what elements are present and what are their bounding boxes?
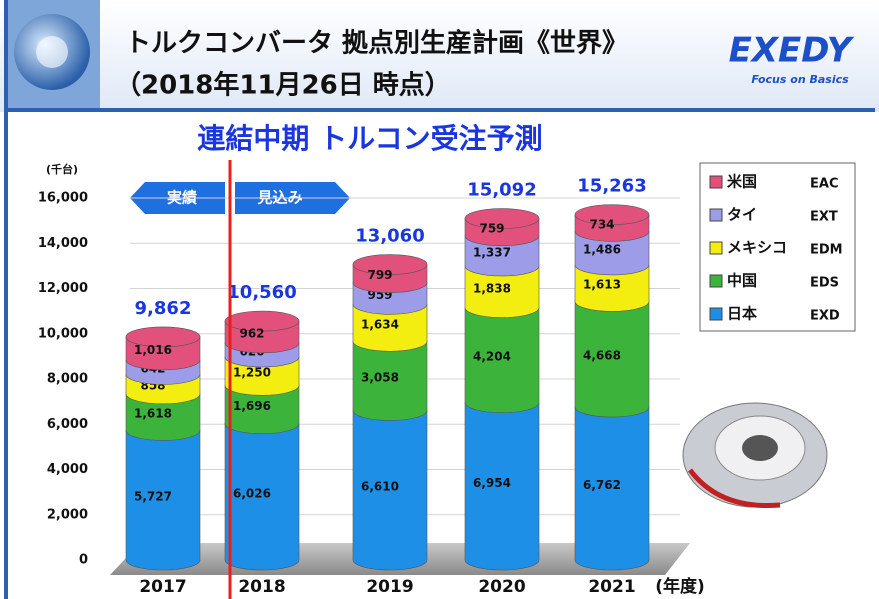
y-tick-label: 16,000: [38, 191, 88, 206]
cylinder-top: [464, 208, 540, 229]
page-subtitle: （2018年11月26日 時点）: [115, 70, 451, 101]
total-label: 10,560: [227, 282, 296, 303]
value-label: 3,058: [361, 370, 399, 384]
y-tick-label: 4,000: [47, 462, 88, 477]
legend-label: 中国: [727, 272, 757, 290]
bar-segment: [352, 303, 428, 352]
x-tick-label: 2018: [238, 577, 285, 597]
x-tick-label: 2017: [139, 577, 186, 597]
legend: 日本 EXD 中国 EDS メキシコ EDM タイ EXT 米国 EAC: [709, 173, 843, 324]
value-label: 1,613: [583, 278, 621, 292]
logo: EXEDY: [729, 31, 855, 71]
y-tick-label: 14,000: [38, 236, 88, 251]
slogan: Focus on Basics: [751, 73, 849, 86]
bar-segment: [125, 430, 201, 571]
legend-swatch: [709, 307, 723, 321]
plot: 0 2,000 4,000 6,000 8,000 10,000 12,000 14,000 1…: [38, 176, 690, 597]
value-label: 6,026: [233, 486, 271, 500]
value-label: 1,838: [473, 281, 511, 295]
x-unit: (年度): [655, 576, 705, 597]
header-band: [0, 0, 879, 112]
value-label: 1,634: [361, 317, 399, 331]
bar-segment: [464, 307, 540, 413]
y-tick-label: 0: [79, 553, 88, 568]
legend-swatch: [709, 175, 723, 189]
legend-code: EXD: [810, 309, 840, 324]
bar-segment: [574, 264, 650, 312]
legend-label: 日本: [727, 305, 757, 323]
value-label: 759: [479, 222, 504, 236]
value-label: 6,610: [361, 480, 399, 494]
left-rule: [4, 0, 8, 599]
bar-segment: [574, 301, 650, 418]
cylinder-top: [352, 254, 428, 275]
value-label: 5,727: [134, 490, 172, 504]
x-tick-label: 2020: [478, 577, 525, 597]
value-label: 1,016: [134, 343, 172, 357]
bar-segment: [464, 235, 540, 277]
legend-code: EDS: [810, 276, 839, 291]
product-image: [682, 402, 828, 509]
y-unit: (千台): [46, 162, 78, 176]
bar-segment: [574, 406, 650, 571]
x-tick-label: 2019: [366, 577, 413, 597]
cylinder-top: [224, 310, 300, 332]
value-label: 1,337: [473, 245, 511, 259]
chart-title: 連結中期 トルコン受注予測: [197, 122, 542, 155]
value-label: 1,618: [134, 407, 172, 421]
value-label: 734: [589, 217, 614, 231]
total-label: 15,263: [577, 176, 646, 197]
total-label: 9,862: [135, 298, 192, 319]
x-tick-label: 2021: [588, 577, 635, 597]
legend-label: タイ: [727, 206, 757, 224]
bar-segment: [464, 265, 540, 318]
bar-segment: [352, 410, 428, 571]
legend-label: メキシコ: [727, 239, 787, 257]
legend-code: EXT: [810, 210, 838, 225]
page-title: トルクコンバータ 拠点別生産計画《世界》: [125, 28, 628, 59]
header-icon-core: [36, 36, 68, 68]
y-tick-label: 10,000: [38, 326, 88, 341]
value-label: 4,668: [583, 349, 621, 363]
bar-segment: [125, 393, 201, 441]
y-tick-label: 12,000: [38, 281, 88, 296]
value-label: 6,762: [583, 478, 621, 492]
y-tick-label: 6,000: [47, 417, 88, 432]
cylinder-top: [574, 204, 650, 225]
legend-box: [699, 162, 856, 332]
legend-code: EAC: [810, 177, 838, 192]
value-label: 1,250: [233, 366, 271, 380]
legend-code: EDM: [810, 243, 843, 258]
total-label: 13,060: [355, 226, 424, 247]
bar-segment: [352, 340, 428, 421]
header-rule: [4, 108, 875, 112]
legend-swatch: [709, 241, 723, 255]
bar-segment: [574, 230, 650, 276]
legend-swatch: [709, 274, 723, 288]
legend-swatch: [709, 208, 723, 222]
y-tick-label: 8,000: [47, 372, 88, 387]
value-label: 1,696: [233, 399, 271, 413]
cylinder-top: [125, 326, 201, 348]
value-label: 962: [239, 326, 264, 340]
bar-segment: [464, 402, 540, 571]
y-tick-label: 2,000: [47, 507, 88, 522]
total-label: 15,092: [467, 180, 536, 201]
legend-label: 米国: [727, 173, 757, 191]
value-label: 6,954: [473, 476, 511, 490]
value-label: 1,486: [583, 243, 621, 257]
value-label: 799: [367, 268, 392, 282]
value-label: 4,204: [473, 350, 511, 364]
